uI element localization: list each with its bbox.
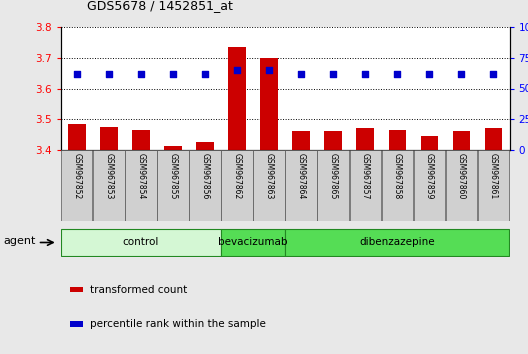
- Text: GSM967861: GSM967861: [489, 153, 498, 199]
- Point: [297, 71, 305, 76]
- Text: GSM967865: GSM967865: [329, 153, 338, 199]
- Bar: [286, 150, 317, 221]
- Bar: [70, 287, 83, 292]
- Bar: [478, 150, 509, 221]
- Bar: [446, 150, 477, 221]
- Text: GSM967855: GSM967855: [168, 153, 177, 199]
- Bar: [61, 150, 92, 221]
- Bar: [317, 150, 349, 221]
- Bar: [285, 229, 510, 256]
- Point: [361, 71, 370, 76]
- Text: GDS5678 / 1452851_at: GDS5678 / 1452851_at: [87, 0, 233, 12]
- Text: GSM967862: GSM967862: [232, 153, 241, 199]
- Text: GSM967863: GSM967863: [265, 153, 274, 199]
- Bar: [382, 150, 413, 221]
- Bar: [293, 131, 310, 150]
- Bar: [68, 124, 86, 150]
- Text: GSM967857: GSM967857: [361, 153, 370, 199]
- Bar: [221, 229, 285, 256]
- Bar: [189, 150, 221, 221]
- Text: GSM967856: GSM967856: [201, 153, 210, 199]
- Text: GSM967864: GSM967864: [297, 153, 306, 199]
- Text: agent: agent: [3, 236, 35, 246]
- Bar: [253, 150, 285, 221]
- Text: GSM967860: GSM967860: [457, 153, 466, 199]
- Bar: [413, 150, 445, 221]
- Text: transformed count: transformed count: [90, 285, 187, 295]
- Text: GSM967853: GSM967853: [105, 153, 114, 199]
- Bar: [324, 131, 342, 150]
- Bar: [157, 150, 188, 221]
- Bar: [125, 150, 157, 221]
- Bar: [70, 321, 83, 327]
- Text: percentile rank within the sample: percentile rank within the sample: [90, 319, 266, 329]
- Bar: [100, 127, 118, 150]
- Point: [72, 71, 81, 76]
- Text: GSM967858: GSM967858: [393, 153, 402, 199]
- Bar: [452, 131, 470, 150]
- Bar: [221, 150, 253, 221]
- Text: control: control: [122, 238, 159, 247]
- Point: [457, 71, 466, 76]
- Point: [329, 71, 337, 76]
- Text: GSM967854: GSM967854: [136, 153, 145, 199]
- Point: [265, 67, 274, 73]
- Text: GSM967859: GSM967859: [425, 153, 434, 199]
- Bar: [260, 58, 278, 150]
- Bar: [228, 47, 246, 150]
- Point: [201, 71, 209, 76]
- Bar: [93, 150, 125, 221]
- Point: [137, 71, 145, 76]
- Point: [425, 71, 433, 76]
- Bar: [196, 142, 214, 150]
- Bar: [61, 229, 221, 256]
- Point: [233, 67, 241, 73]
- Bar: [389, 130, 406, 150]
- Bar: [421, 136, 438, 150]
- Bar: [350, 150, 381, 221]
- Point: [105, 71, 113, 76]
- Bar: [485, 128, 502, 150]
- Text: GSM967852: GSM967852: [72, 153, 81, 199]
- Bar: [132, 130, 149, 150]
- Bar: [356, 129, 374, 150]
- Bar: [164, 146, 182, 150]
- Point: [393, 71, 401, 76]
- Text: bevacizumab: bevacizumab: [218, 238, 288, 247]
- Point: [168, 71, 177, 76]
- Point: [489, 71, 498, 76]
- Text: dibenzazepine: dibenzazepine: [360, 238, 435, 247]
